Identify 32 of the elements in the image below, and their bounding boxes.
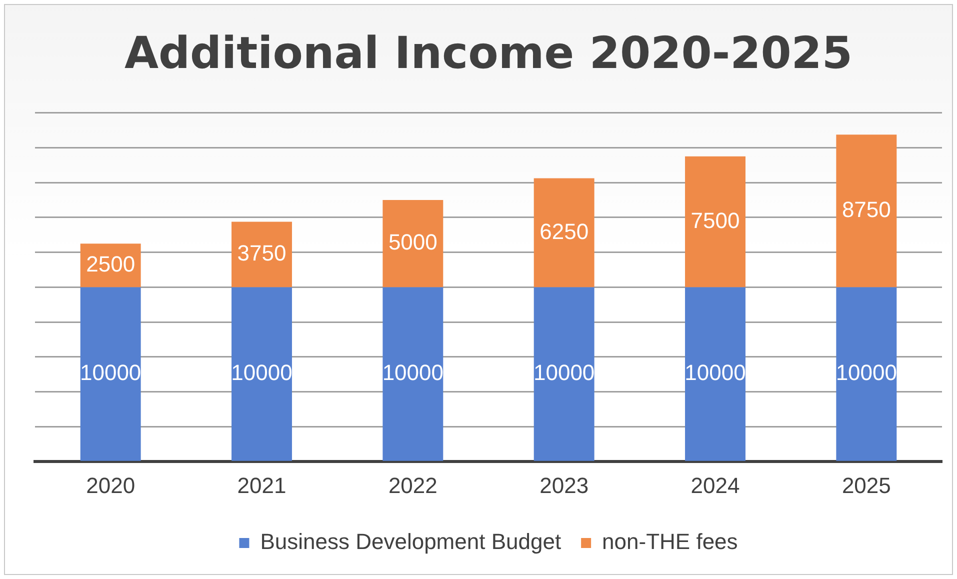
x-tick-label: 2024 [690, 472, 740, 498]
bar [836, 287, 897, 461]
bar [382, 200, 444, 288]
data-label: 10000 [533, 360, 595, 386]
x-tick-label: 2023 [540, 472, 589, 498]
bar [685, 156, 746, 288]
data-label: 2500 [86, 251, 136, 276]
data-label: 10000 [382, 360, 444, 386]
x-tick-label: 2021 [237, 472, 286, 498]
bar [382, 287, 444, 461]
bar [534, 287, 594, 461]
x-tick-label: 2025 [842, 472, 891, 498]
data-label: 6250 [540, 218, 589, 244]
x-tick-label: 2020 [86, 472, 136, 498]
legend-label: Business Development Budget [260, 529, 562, 554]
bar [232, 222, 292, 288]
data-label: 10000 [836, 360, 898, 386]
x-tick-label: 2022 [388, 472, 438, 498]
bar [232, 287, 292, 461]
bar [534, 178, 594, 288]
bar [685, 287, 746, 461]
bar [836, 134, 897, 288]
chart-title: Additional Income 2020-2025 [124, 28, 853, 79]
data-label: 7500 [690, 208, 740, 233]
bar [80, 287, 141, 461]
data-label: 3750 [237, 240, 286, 266]
data-label: 5000 [388, 230, 438, 255]
data-label: 10000 [80, 360, 142, 386]
data-label: 8750 [842, 196, 891, 222]
legend-label: non-THE fees [602, 529, 738, 554]
data-label: 10000 [231, 360, 292, 386]
data-label: 10000 [684, 360, 746, 386]
